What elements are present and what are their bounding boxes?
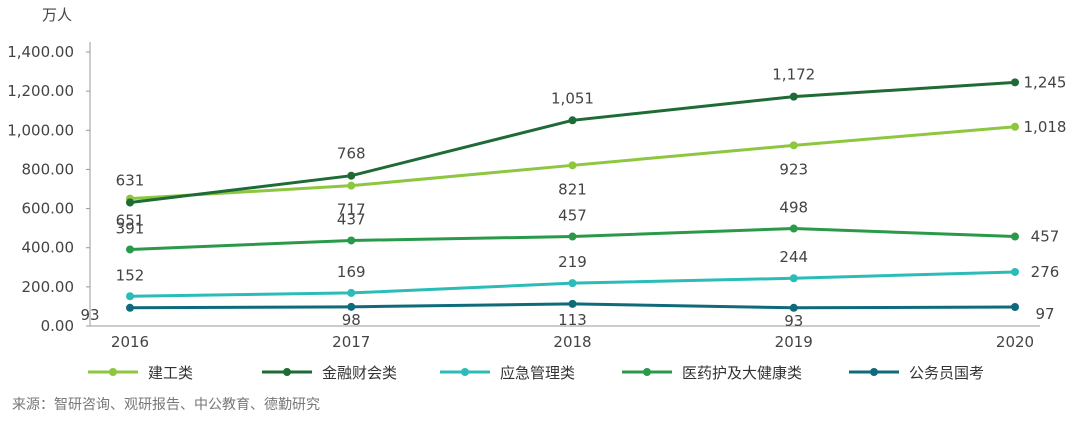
data-point (789, 303, 798, 312)
y-tick-label: 600.00 (22, 200, 75, 218)
data-label: 391 (116, 219, 145, 237)
data-point (789, 274, 798, 283)
data-label: 152 (116, 266, 145, 284)
data-label: 457 (558, 207, 587, 225)
data-point (1011, 122, 1019, 131)
data-label: 498 (779, 199, 808, 217)
x-tick-label: 2017 (332, 333, 370, 351)
data-label: 219 (558, 253, 587, 271)
data-label: 169 (337, 263, 366, 281)
y-tick-label: 1,400.00 (7, 43, 74, 61)
source-note: 来源：智研咨询、观研报告、中公教育、德勤研究 (12, 397, 320, 413)
data-label: 113 (558, 311, 587, 329)
data-label: 1,172 (772, 66, 815, 84)
x-tick-label: 2020 (996, 333, 1034, 351)
data-label: 1,245 (1024, 73, 1067, 91)
y-unit-label: 万人 (42, 6, 72, 24)
y-tick-label: 1,000.00 (7, 121, 74, 139)
data-point (568, 279, 577, 288)
series-lines (126, 78, 1019, 312)
legend-marker (283, 368, 291, 376)
data-point (126, 245, 134, 254)
legend-marker (461, 368, 469, 376)
data-point (568, 232, 577, 241)
data-label: 457 (1031, 228, 1060, 246)
data-label: 276 (1031, 263, 1060, 281)
y-tick-label: 0.00 (41, 317, 74, 335)
x-axis: 2016 2017 2018 2019 2020 (90, 325, 1040, 351)
data-label: 437 (337, 210, 366, 228)
legend-marker (870, 368, 878, 376)
data-point (347, 171, 356, 180)
data-label: 821 (558, 180, 587, 198)
data-label: 923 (779, 160, 808, 178)
data-point (789, 92, 798, 101)
data-label: 93 (784, 312, 803, 330)
data-label: 93 (80, 306, 99, 324)
legend-label: 应急管理类 (500, 364, 575, 382)
y-tick-label: 400.00 (22, 239, 75, 257)
data-label: 97 (1035, 305, 1054, 323)
y-tick-label: 200.00 (22, 278, 75, 296)
legend-marker (643, 368, 651, 376)
legend: 建工类 金融财会类 应急管理类 医药护及大健康类 公务员国考 (88, 364, 984, 382)
data-label: 244 (779, 248, 808, 266)
data-point (1011, 303, 1019, 312)
data-point (126, 303, 134, 312)
x-tick-label: 2019 (775, 333, 813, 351)
data-point (1011, 232, 1019, 241)
data-point (347, 181, 356, 190)
data-point (347, 236, 356, 245)
data-point (568, 299, 577, 308)
legend-marker (109, 368, 117, 376)
data-point (568, 161, 577, 170)
data-label: 651 (116, 212, 145, 230)
data-point (347, 302, 356, 311)
y-tick-label: 1,200.00 (7, 82, 74, 100)
data-point (568, 116, 577, 125)
data-point (126, 292, 134, 301)
legend-label: 建工类 (148, 364, 193, 382)
y-tick-label: 800.00 (22, 160, 75, 178)
data-label: 98 (342, 311, 361, 329)
y-axis: 0.00 200.00 400.00 600.00 800.00 1,000.00 1,20… (7, 42, 91, 335)
data-point (789, 141, 798, 150)
data-label: 768 (337, 145, 366, 163)
data-point (1011, 267, 1019, 276)
data-label: 717 (337, 201, 366, 219)
data-labels: 651 717 821 923 1,018 631 768 1,051 1,172 1,245 15… (80, 66, 1066, 330)
data-point (347, 288, 356, 297)
data-point (1011, 78, 1019, 87)
data-label: 1,051 (551, 89, 594, 107)
data-label: 1,018 (1024, 118, 1067, 136)
legend-label: 金融财会类 (322, 364, 397, 382)
data-point (789, 224, 798, 233)
legend-label: 公务员国考 (909, 364, 984, 382)
data-point (126, 198, 134, 207)
x-tick-label: 2018 (553, 333, 591, 351)
legend-label: 医药护及大健康类 (682, 364, 802, 382)
data-label: 631 (116, 172, 145, 190)
x-tick-label: 2016 (111, 333, 149, 351)
